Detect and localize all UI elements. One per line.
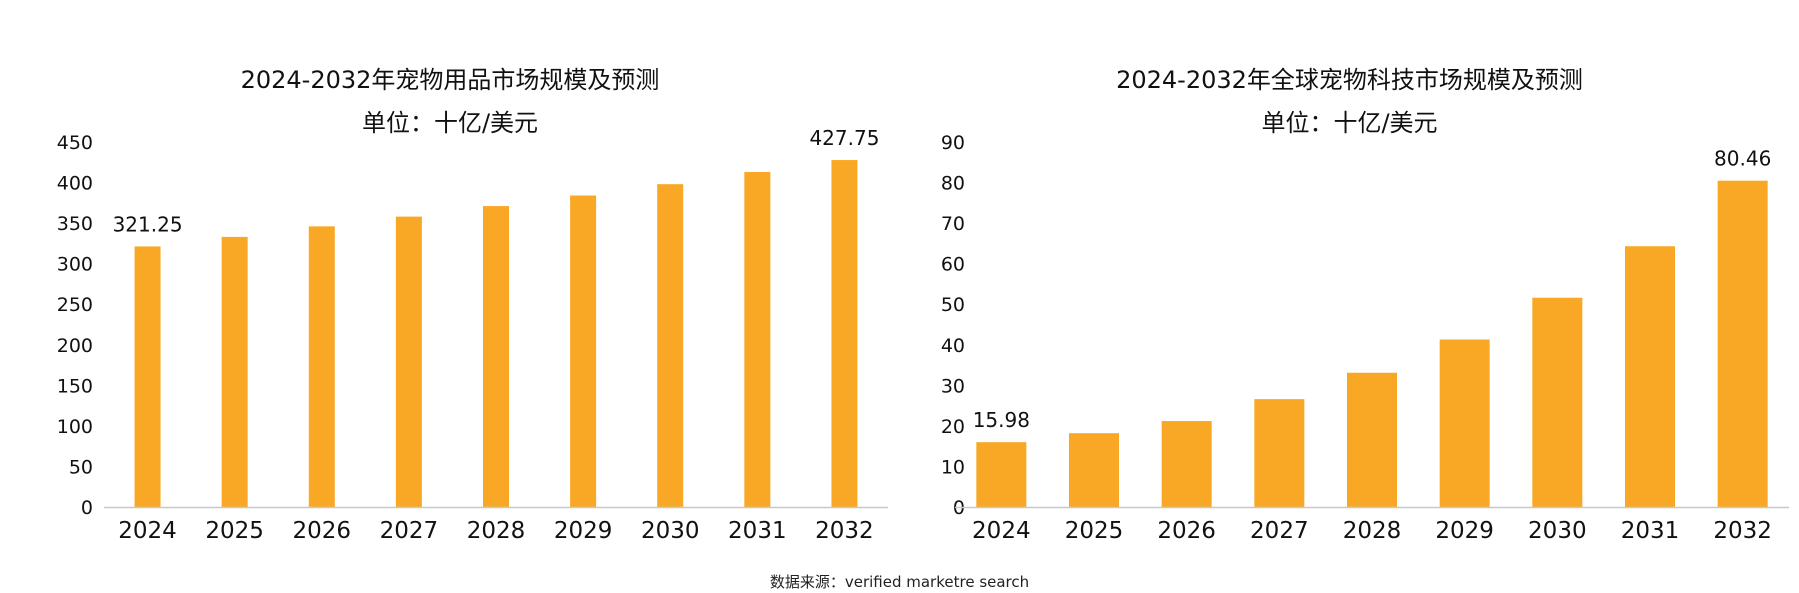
y-tick-label: 60 <box>941 254 965 276</box>
data-label: 427.75 <box>809 126 879 150</box>
x-category-label: 2029 <box>554 518 613 544</box>
x-category-label: 2031 <box>728 518 787 544</box>
x-category-label: 2026 <box>1157 518 1216 544</box>
bar-2028 <box>1347 372 1397 507</box>
y-tick-label: 150 <box>57 375 93 397</box>
y-tick-label: 40 <box>941 335 965 357</box>
x-category-label: 2032 <box>815 518 874 544</box>
data-label: 15.98 <box>973 408 1030 432</box>
x-category-label: 2027 <box>380 518 439 544</box>
y-tick-label: 20 <box>941 416 965 438</box>
x-category-label: 2031 <box>1621 518 1680 544</box>
y-tick-label: 250 <box>57 294 93 316</box>
y-tick-label: 50 <box>69 456 93 478</box>
y-tick-label: 90 <box>941 132 965 154</box>
x-category-label: 2024 <box>972 518 1031 544</box>
chart-subtitle: 单位：十亿/美元 <box>1261 109 1438 137</box>
bar-2030 <box>657 184 684 507</box>
x-category-label: 2024 <box>118 518 177 544</box>
y-tick-label: 50 <box>941 294 965 316</box>
chart-subtitle: 单位：十亿/美元 <box>361 109 539 137</box>
x-category-label: 2032 <box>1713 518 1772 544</box>
bar-2026 <box>1161 421 1212 507</box>
x-category-label: 2028 <box>467 518 526 544</box>
bar-2024 <box>134 246 161 508</box>
bar-2024 <box>976 442 1027 507</box>
x-category-label: 2027 <box>1250 518 1309 544</box>
x-category-label: 2030 <box>1528 518 1587 544</box>
bar-2030 <box>1532 297 1583 507</box>
source-note: 数据来源：verified marketre search <box>769 573 1030 591</box>
x-category-label: 2025 <box>205 518 264 544</box>
bar-2031 <box>744 172 771 507</box>
bar-2027 <box>1254 399 1305 507</box>
y-tick-label: 100 <box>57 416 93 438</box>
x-category-label: 2029 <box>1435 518 1494 544</box>
bar-2025 <box>221 236 248 507</box>
bar-2027 <box>395 216 422 507</box>
y-tick-label: 80 <box>941 173 965 195</box>
bar-chart-plot: 0 50 100 150 200 250 300 350 400 450 2024 321.25 202… <box>57 126 888 544</box>
x-category-label: 2025 <box>1065 518 1124 544</box>
y-tick-label: 450 <box>57 132 93 154</box>
y-tick-label: 200 <box>57 335 93 357</box>
bar-2029 <box>1439 339 1490 507</box>
data-label: 321.25 <box>113 212 183 236</box>
pet-supplies-market-chart: 2024-2032年宠物用品市场规模及预测 单位：十亿/美元 0 50 100 150… <box>0 0 900 560</box>
y-tick-label: 350 <box>57 213 93 235</box>
bar-2031 <box>1625 246 1675 507</box>
y-tick-label: 30 <box>941 375 965 397</box>
bar-2032 <box>1717 180 1768 507</box>
bar-2028 <box>483 206 509 508</box>
y-tick-label: 10 <box>941 456 965 478</box>
data-label: 80.46 <box>1714 147 1771 171</box>
y-tick-label: 0 <box>81 497 93 519</box>
y-tick-label: 300 <box>57 254 93 276</box>
bar-2029 <box>570 195 597 508</box>
x-category-label: 2030 <box>641 518 700 544</box>
y-tick-label: 400 <box>57 173 93 195</box>
bar-2032 <box>831 160 858 507</box>
chart-title: 2024-2032年全球宠物科技市场规模及预测 <box>1116 66 1583 94</box>
chart-title: 2024-2032年宠物用品市场规模及预测 <box>240 66 660 94</box>
x-category-label: 2026 <box>293 518 352 544</box>
y-tick-label: 70 <box>941 213 965 235</box>
bar-2025 <box>1069 433 1119 507</box>
bar-2026 <box>308 226 335 507</box>
x-category-label: 2028 <box>1343 518 1402 544</box>
pet-tech-market-chart: 2024-2032年全球宠物科技市场规模及预测 单位：十亿/美元 0 10 20 30… <box>900 0 1799 560</box>
